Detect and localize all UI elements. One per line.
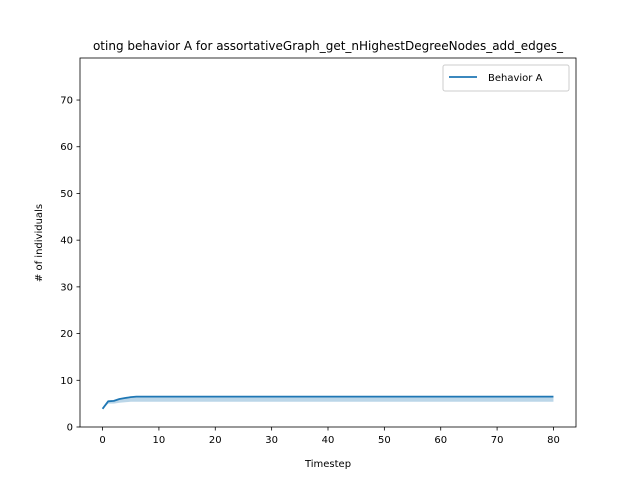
y-tick-label: 30 [60, 282, 73, 293]
legend-box [442, 64, 570, 92]
legend: Behavior A [442, 64, 570, 92]
x-tick-label: 50 [378, 435, 391, 446]
y-tick-label: 20 [60, 329, 73, 340]
confidence-band [102, 397, 554, 409]
legend-label: Behavior A [488, 73, 543, 84]
series-line-layer [101, 395, 554, 410]
x-tick-label: 40 [322, 435, 335, 446]
x-tick-label: 70 [491, 435, 504, 446]
y-tick-label: 0 [67, 423, 73, 434]
x-tick-label: 0 [99, 435, 105, 446]
series-line-behavior-a [101, 395, 554, 410]
y-tick-label: 50 [60, 189, 73, 200]
confidence-band-layer [102, 397, 554, 409]
x-tick-label: 80 [547, 435, 560, 446]
chart-title: oting behavior A for assortativeGraph_ge… [93, 39, 564, 53]
y-tick-label: 10 [60, 376, 73, 387]
x-tick-label: 60 [434, 435, 447, 446]
y-tick-label: 70 [60, 96, 73, 107]
x-tick-label: 30 [265, 435, 278, 446]
x-tick-label: 20 [209, 435, 222, 446]
x-tick-label: 10 [153, 435, 166, 446]
y-tick-label: 40 [60, 236, 73, 247]
y-ticks: 0 10 20 30 40 50 60 70 [60, 96, 80, 434]
y-tick-label: 60 [60, 142, 73, 153]
x-ticks: 0 10 20 30 40 50 60 70 80 [99, 427, 560, 446]
y-axis-label: # of individuals [34, 204, 45, 282]
x-axis-label: Timestep [304, 459, 351, 470]
plot-background [80, 58, 576, 427]
